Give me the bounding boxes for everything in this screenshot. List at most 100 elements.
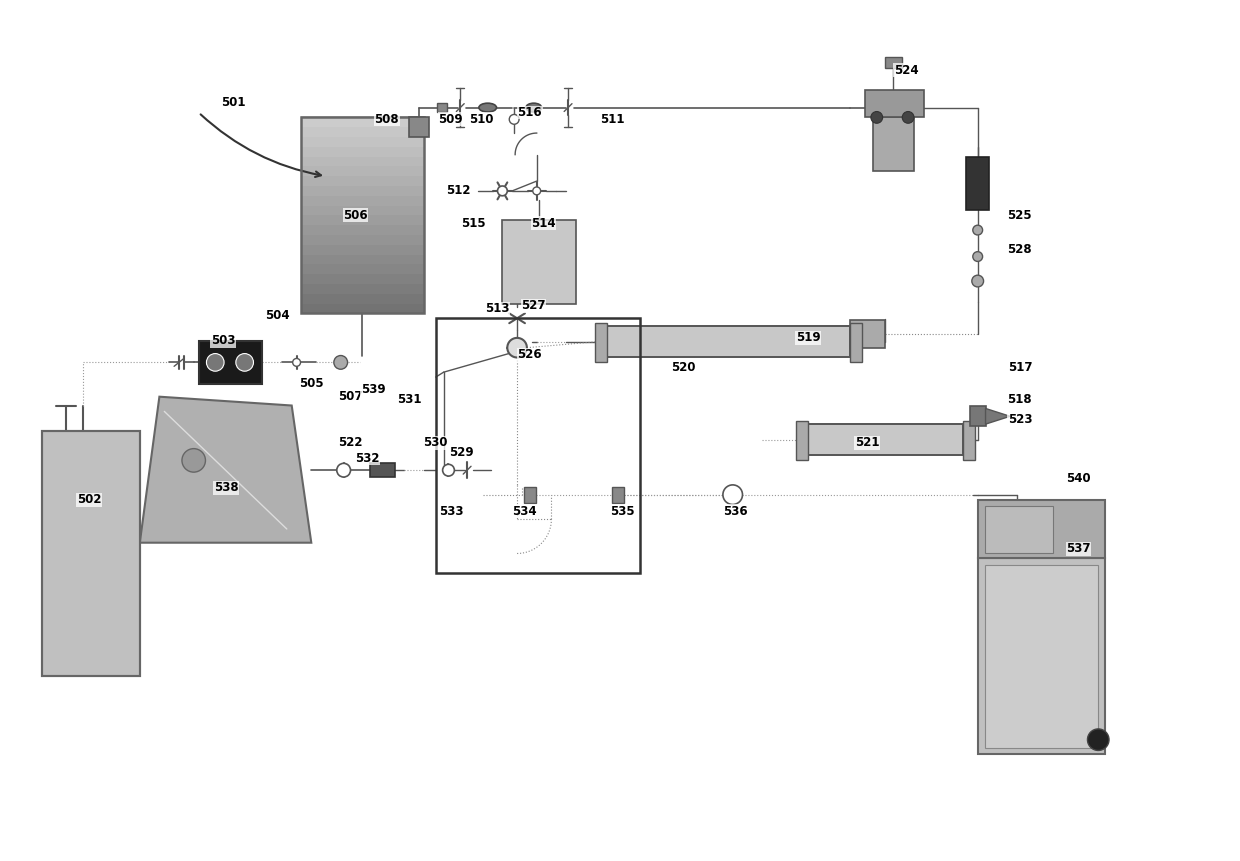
Text: 536: 536 (723, 505, 748, 517)
Circle shape (337, 463, 351, 477)
Bar (502, 220, 575, 304)
Text: 515: 515 (461, 217, 485, 230)
Bar (301, 234, 424, 245)
Circle shape (236, 354, 253, 371)
Bar (966, 157, 990, 210)
Text: 520: 520 (671, 361, 696, 374)
Bar (301, 165, 424, 177)
Circle shape (510, 115, 520, 124)
Circle shape (870, 112, 883, 123)
Text: 510: 510 (469, 113, 494, 126)
Text: 518: 518 (1008, 393, 1032, 406)
Bar (806, 424, 963, 455)
Text: 532: 532 (355, 452, 379, 465)
Circle shape (507, 338, 527, 357)
Text: 533: 533 (439, 505, 464, 517)
Text: 540: 540 (1066, 472, 1091, 485)
Bar (985, 506, 1053, 554)
Circle shape (903, 112, 914, 123)
Bar (409, 117, 429, 137)
Bar (301, 136, 424, 146)
Text: 508: 508 (374, 113, 399, 126)
Circle shape (973, 251, 982, 262)
Polygon shape (986, 408, 1011, 424)
Bar (977, 499, 1105, 559)
Text: 534: 534 (512, 505, 536, 517)
Bar (970, 406, 986, 426)
Text: 506: 506 (343, 209, 368, 222)
Polygon shape (140, 397, 311, 542)
Bar (301, 263, 424, 274)
Bar (806, 424, 963, 455)
Text: 537: 537 (1066, 542, 1091, 555)
Text: 531: 531 (397, 393, 422, 406)
Bar (436, 102, 446, 113)
Text: 529: 529 (449, 446, 474, 459)
Text: 525: 525 (1008, 209, 1032, 222)
Text: 502: 502 (77, 493, 102, 506)
Bar (301, 283, 424, 294)
Bar (963, 421, 975, 461)
Bar (301, 156, 424, 166)
Bar (301, 205, 424, 215)
Bar (301, 224, 424, 235)
Text: 535: 535 (610, 505, 635, 517)
Text: 513: 513 (485, 302, 510, 315)
Text: 512: 512 (446, 184, 470, 197)
Bar (301, 146, 424, 157)
Text: 501: 501 (221, 96, 246, 109)
Text: 514: 514 (531, 217, 556, 230)
Ellipse shape (526, 103, 542, 112)
Bar (796, 421, 808, 461)
Bar (301, 127, 424, 137)
Text: 528: 528 (1008, 243, 1032, 257)
Text: 504: 504 (264, 309, 289, 322)
Bar (301, 302, 424, 313)
Text: 509: 509 (438, 113, 463, 126)
Text: 527: 527 (522, 299, 546, 312)
Text: 517: 517 (1008, 361, 1032, 374)
Bar (435, 319, 640, 573)
Text: 507: 507 (339, 390, 363, 403)
Bar (613, 486, 624, 503)
Bar (595, 323, 608, 362)
Text: 522: 522 (339, 437, 363, 449)
Bar (605, 326, 851, 357)
Bar (301, 273, 424, 284)
Circle shape (533, 187, 541, 195)
Bar (605, 326, 851, 357)
Bar (301, 244, 424, 255)
Circle shape (1087, 729, 1109, 751)
Text: 538: 538 (213, 481, 238, 494)
Text: 539: 539 (361, 383, 386, 396)
Text: 516: 516 (517, 106, 542, 119)
Text: 511: 511 (600, 113, 625, 126)
Circle shape (293, 358, 300, 366)
Text: 524: 524 (894, 64, 919, 77)
Text: 526: 526 (517, 348, 542, 361)
Bar (884, 57, 903, 68)
Text: 530: 530 (424, 437, 448, 449)
Bar (301, 254, 424, 264)
Bar (301, 195, 424, 206)
Circle shape (972, 276, 983, 287)
Ellipse shape (479, 103, 496, 112)
Bar (42, 431, 140, 676)
Bar (198, 341, 263, 384)
Bar (977, 559, 1105, 754)
Circle shape (443, 464, 454, 476)
Text: 521: 521 (854, 437, 879, 449)
Bar (851, 320, 884, 348)
Bar (301, 175, 424, 186)
Bar (866, 90, 924, 117)
Bar (301, 116, 424, 127)
Bar (301, 293, 424, 304)
Circle shape (182, 449, 206, 472)
Bar (851, 323, 862, 362)
Circle shape (973, 226, 982, 235)
Text: 503: 503 (211, 334, 236, 347)
Bar (301, 185, 424, 195)
Text: 519: 519 (796, 331, 821, 344)
Bar (42, 431, 140, 676)
Circle shape (723, 485, 743, 505)
